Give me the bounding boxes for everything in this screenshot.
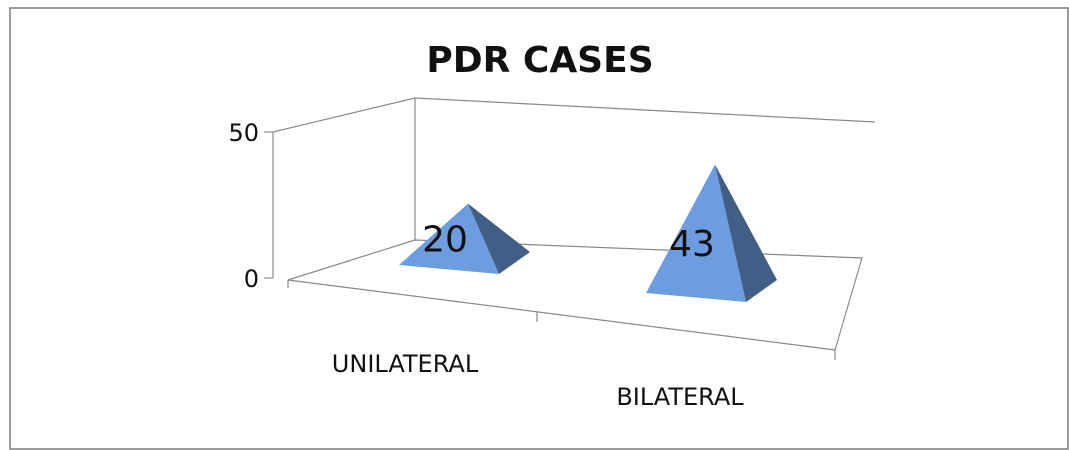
pyramid-face-right [468, 203, 530, 274]
y-tick-label: 0 [244, 265, 259, 293]
chart-title: PDR CASES [426, 40, 653, 81]
data-label: 43 [669, 224, 715, 265]
x-tick-label: BILATERAL [616, 383, 744, 411]
floor-back [287, 239, 863, 351]
walls [272, 97, 876, 360]
floor-front [287, 279, 836, 351]
y-tick-label: 50 [228, 119, 259, 147]
data-label: 20 [422, 220, 468, 261]
pyramid-face-left [646, 164, 746, 302]
pyramid-face-left [399, 203, 499, 274]
x-tick-label: UNILATERAL [332, 350, 479, 378]
pyramid-face-right [715, 164, 777, 302]
chart-frame [9, 7, 1069, 450]
